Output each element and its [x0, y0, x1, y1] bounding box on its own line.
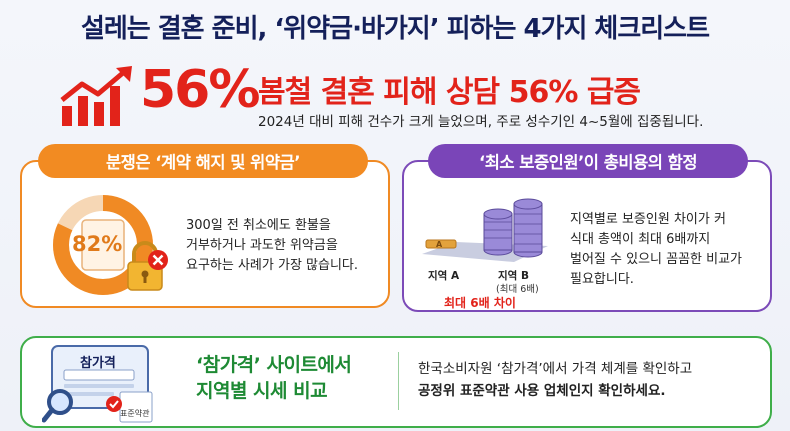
dispute-text: 300일 전 취소에도 환불을 거부하거나 과도한 위약금을 요구하는 사례가 … — [186, 216, 386, 276]
max-difference-label: 최대 6배 차이 — [444, 296, 516, 310]
coin-stacks-icon: A — [422, 198, 548, 262]
price-compare-heading-line: 지역별 시세 비교 — [196, 380, 328, 402]
doc-label: 표준약관 — [120, 409, 150, 418]
dispute-pill: 분쟁은 ‘계약 해지 및 위약금’ — [38, 144, 368, 178]
guarantee-line: 지역별로 보증인원 차이가 커 — [570, 212, 726, 227]
guarantee-pill: ‘최소 보증인원’이 총비용의 함정 — [428, 144, 748, 178]
price-compare-line: 한국소비자원 ‘참가격’에서 가격 체계를 확인하고 — [418, 361, 693, 377]
region-b-sublabel: (최대 6배) — [496, 284, 539, 295]
headline-percent: 56% — [140, 60, 260, 120]
region-b-label: 지역 B — [498, 270, 529, 282]
guarantee-line: 식대 총액이 최대 6배까지 — [570, 232, 711, 247]
lock-icon — [127, 241, 168, 291]
dispute-line: 거부하거나 과도한 위약금을 — [186, 238, 338, 253]
region-a-label: 지역 A — [428, 270, 460, 282]
dispute-line: 300일 전 취소에도 환불을 — [186, 218, 331, 233]
coin-a-mark: A — [436, 240, 443, 249]
trend-chart-icon — [60, 66, 132, 126]
guarantee-text: 지역별로 보증인원 차이가 커 식대 총액이 최대 6배까지 벌어질 수 있으니… — [570, 210, 766, 290]
guarantee-line: 필요합니다. — [570, 272, 634, 287]
guarantee-line: 벌어질 수 있으니 꼼꼼한 비교가 — [570, 252, 743, 267]
headline-subtext: 2024년 대비 피해 건수가 크게 늘었으며, 주로 성수기인 4~5월에 집… — [258, 114, 704, 130]
price-compare-heading: ‘참가격’ 사이트에서 지역별 시세 비교 — [196, 352, 352, 404]
page-title: 설레는 결혼 준비, ‘위약금·바가지’ 피하는 4가지 체크리스트 — [80, 14, 710, 44]
price-compare-text: 한국소비자원 ‘참가격’에서 가격 체계를 확인하고 공정위 표준약관 사용 업… — [418, 358, 692, 402]
divider — [398, 352, 399, 410]
donut-percent-label: 82% — [72, 232, 123, 256]
monitor-search-icon — [42, 345, 153, 423]
price-compare-line: 공정위 표준약관 사용 업체인지 확인하세요. — [418, 383, 666, 399]
guarantee-card — [402, 160, 772, 312]
dispute-line: 요구하는 사례가 가장 많습니다. — [186, 258, 359, 273]
price-compare-heading-line: ‘참가격’ 사이트에서 — [196, 354, 352, 376]
screen-title: 참가격 — [80, 356, 116, 371]
headline-text: 봄철 결혼 피해 상담 56% 급증 — [258, 75, 641, 110]
